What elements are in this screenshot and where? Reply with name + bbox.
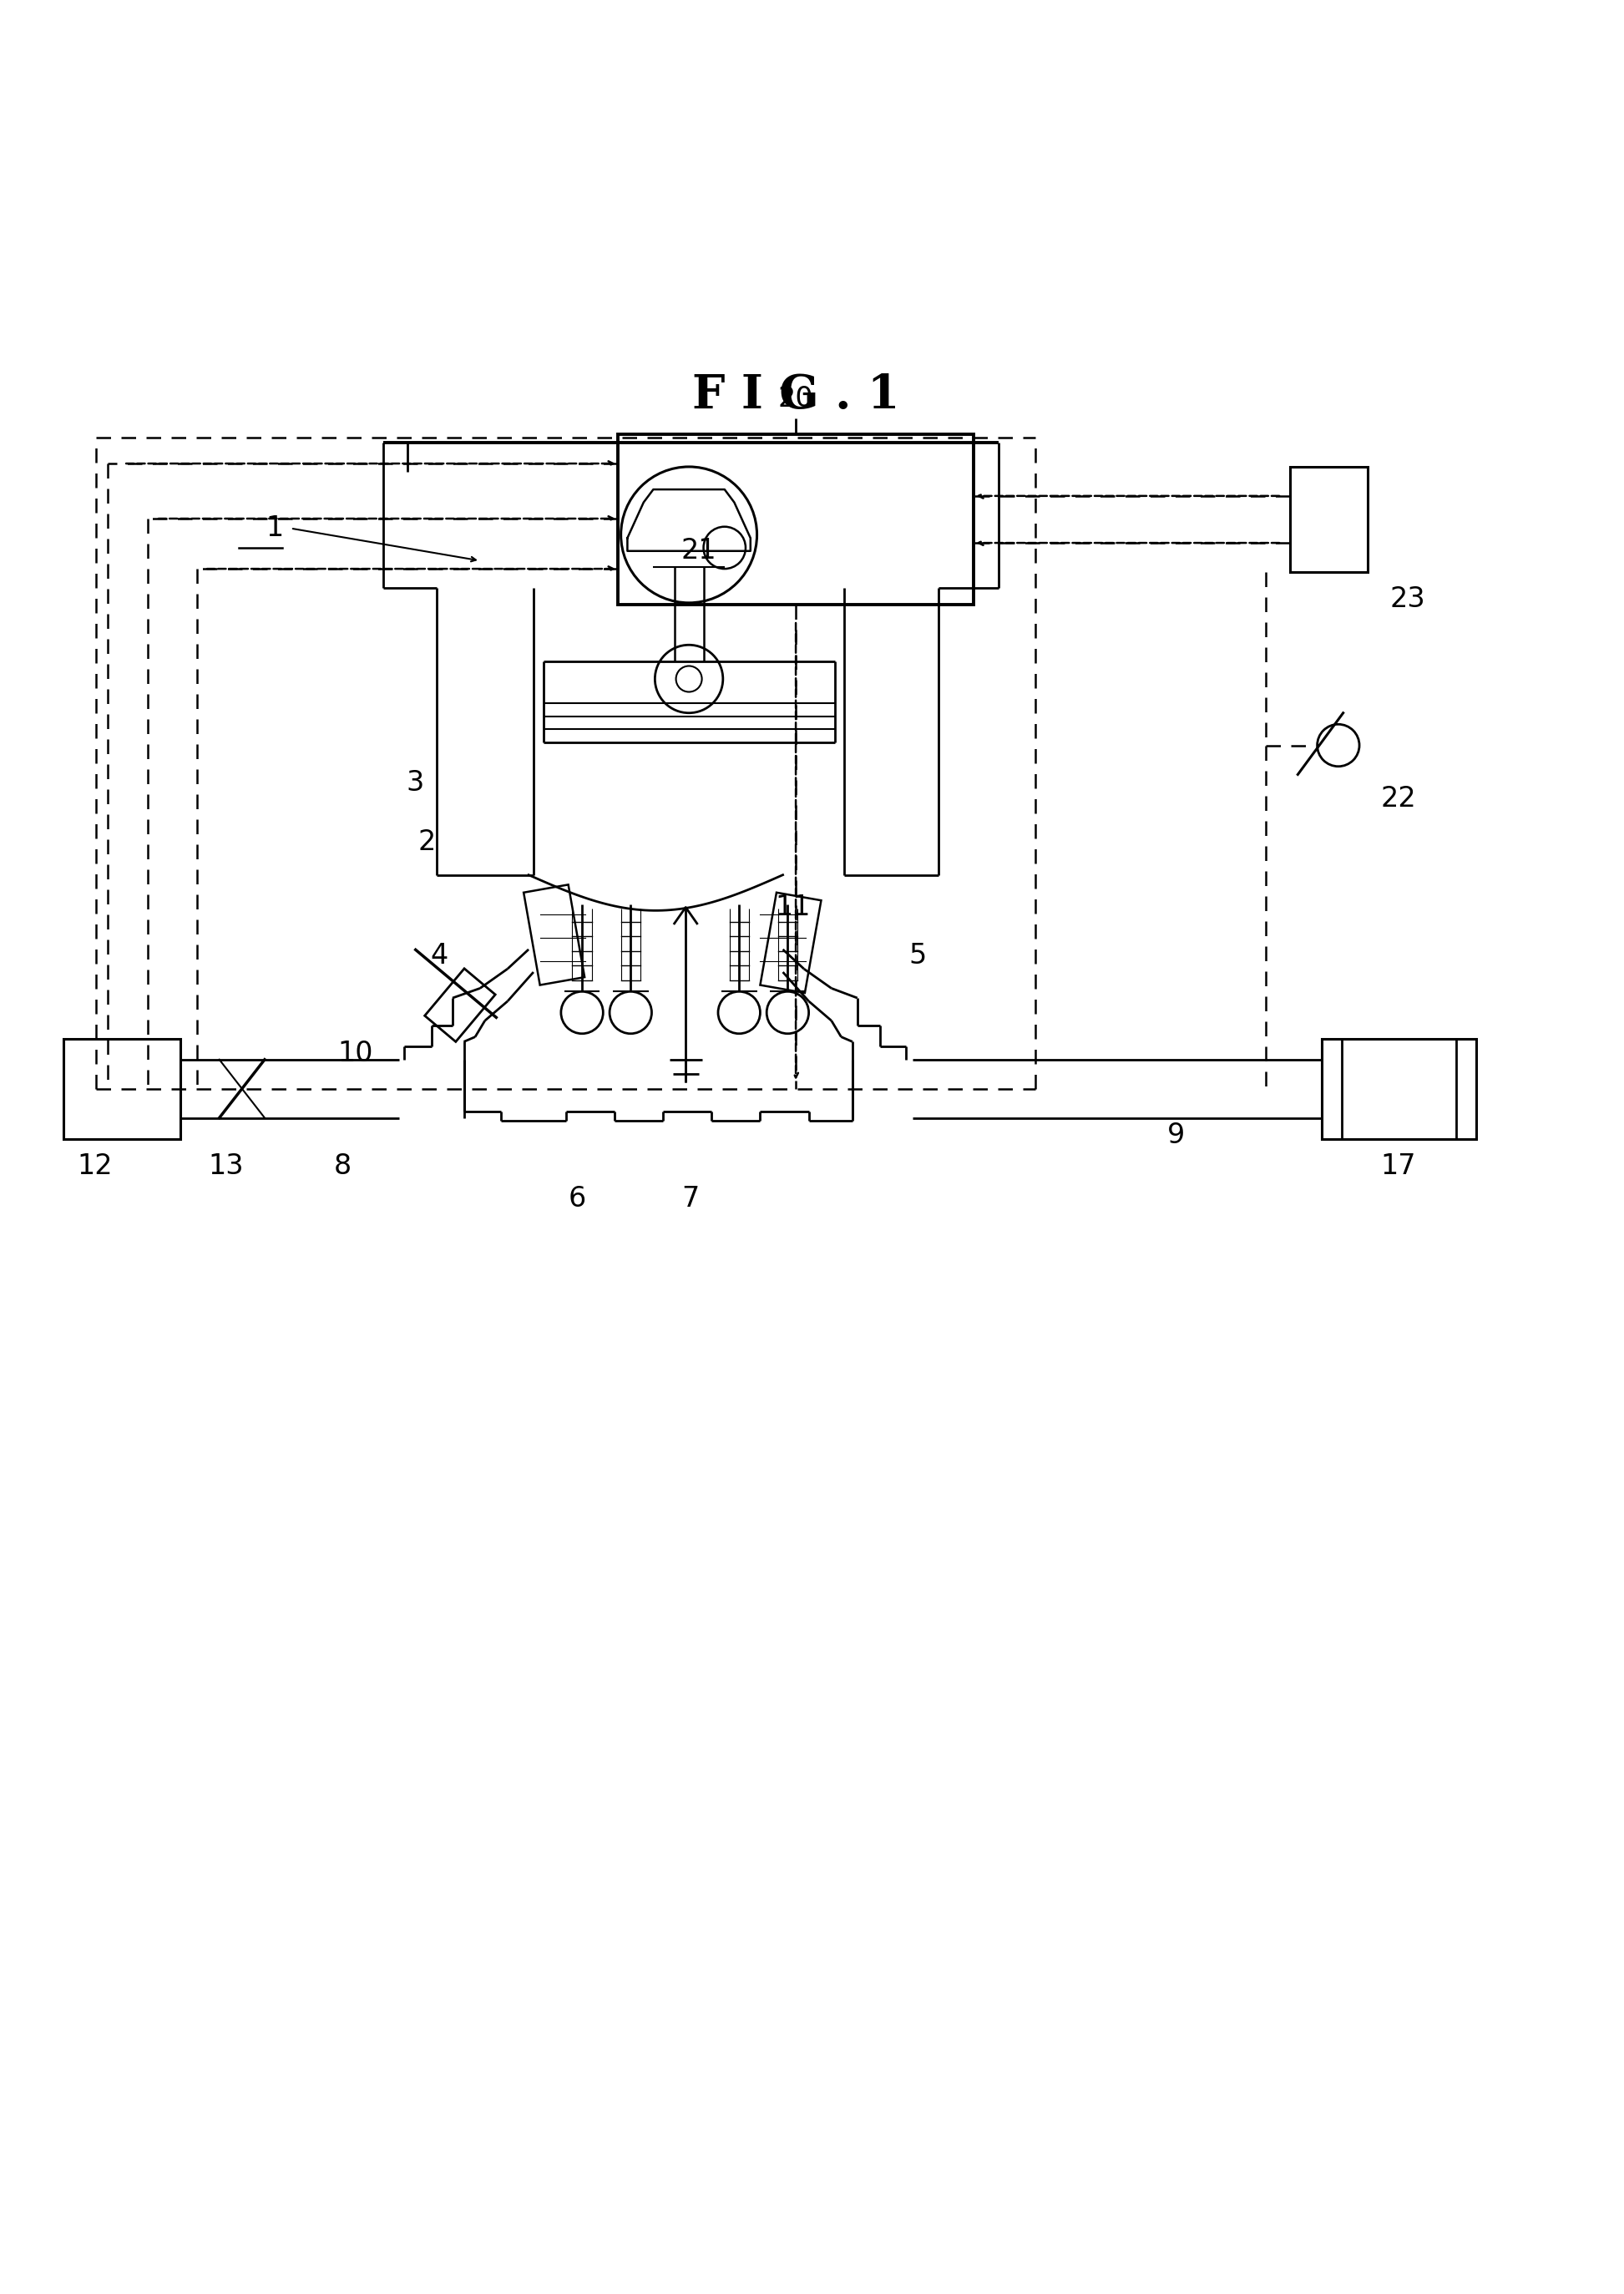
Text: 5: 5 <box>908 943 926 970</box>
Text: 22: 22 <box>1380 785 1416 812</box>
Text: 2: 2 <box>417 828 435 856</box>
Text: 23: 23 <box>1390 585 1426 612</box>
Text: 10: 10 <box>338 1039 374 1067</box>
Text: F I G . 1: F I G . 1 <box>692 372 900 418</box>
Bar <box>617 434 974 603</box>
Text: 3: 3 <box>406 768 424 796</box>
Bar <box>425 968 495 1041</box>
Text: 6: 6 <box>568 1186 586 1214</box>
Text: 7: 7 <box>682 1186 700 1214</box>
Bar <box>523 885 585 984</box>
Text: 4: 4 <box>430 943 448 970</box>
Bar <box>1322 1039 1476 1138</box>
Text: 8: 8 <box>333 1152 351 1179</box>
Bar <box>760 892 822 993</box>
Text: 12: 12 <box>76 1152 112 1179</box>
Text: 9: 9 <box>1168 1122 1186 1149</box>
Text: 20: 20 <box>778 385 814 413</box>
Bar <box>63 1039 180 1138</box>
Text: 11: 11 <box>775 895 810 922</box>
Text: 21: 21 <box>680 537 716 564</box>
Text: 17: 17 <box>1380 1152 1416 1179</box>
Text: 13: 13 <box>208 1152 244 1179</box>
Bar <box>1289 466 1367 571</box>
Text: 1: 1 <box>265 514 283 541</box>
